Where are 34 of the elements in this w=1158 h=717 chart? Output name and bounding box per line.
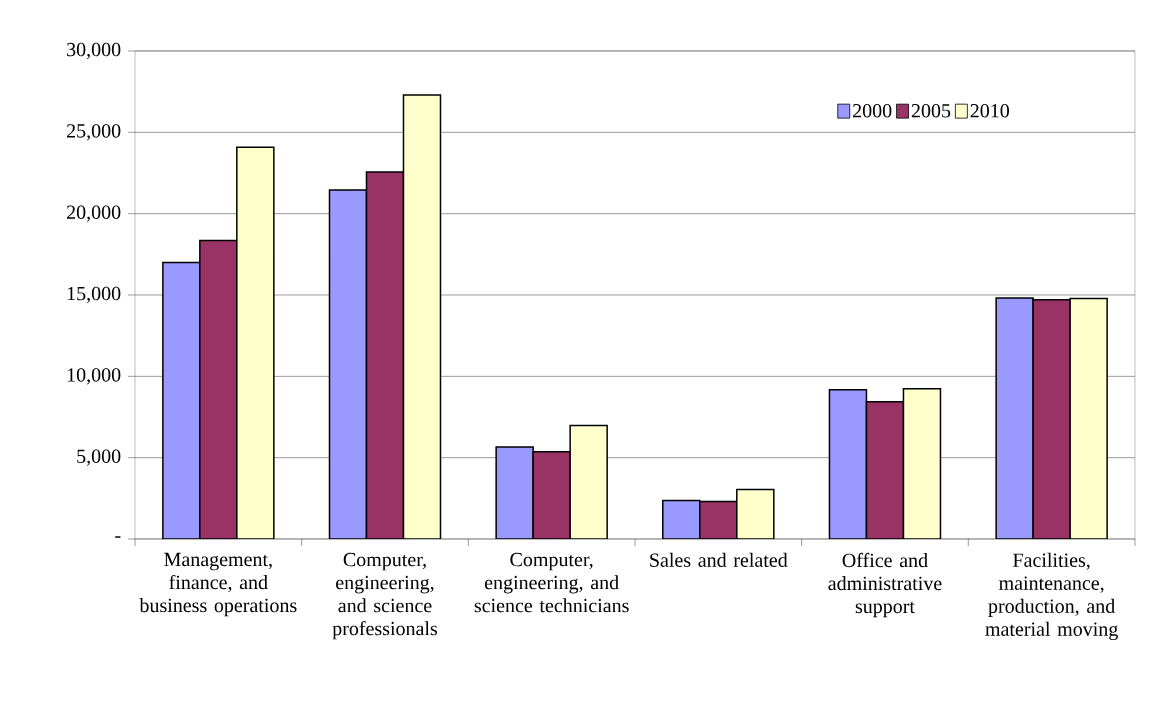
- bar: [662, 499, 701, 539]
- legend-label: 2000: [853, 104, 892, 118]
- legend-label: 2005: [911, 104, 951, 118]
- bar: [236, 147, 274, 539]
- bar: [402, 94, 442, 539]
- y-tick-label: -: [115, 536, 121, 538]
- bar: [162, 262, 200, 539]
- bar: [1032, 299, 1071, 539]
- y-tick-label: 20,000: [67, 205, 121, 222]
- bar: [995, 297, 1034, 539]
- bar: [828, 388, 868, 539]
- bar: [365, 171, 405, 539]
- bar: [569, 424, 608, 539]
- bar: [902, 387, 942, 539]
- bar: [328, 189, 368, 539]
- y-tick-label: 15,000: [67, 286, 121, 304]
- y-tick-label: 25,000: [67, 124, 121, 141]
- legend-label: 2010: [970, 104, 1009, 118]
- x-tick-label: Computer, engineering, and science professionals: [332, 552, 438, 640]
- bar: [865, 400, 905, 539]
- bar: [736, 488, 775, 539]
- y-tick-label: 5,000: [77, 449, 121, 466]
- bar: [699, 500, 738, 539]
- y-tick-label: 10,000: [67, 368, 121, 385]
- bar: [199, 240, 237, 539]
- bar: [495, 446, 534, 539]
- bar: [1069, 297, 1108, 539]
- y-tick-label: 30,000: [67, 42, 121, 60]
- bar: [532, 451, 571, 539]
- x-tick-label: Management, finance, and business operations: [139, 552, 297, 617]
- x-tick-label: Sales and related: [650, 552, 788, 567]
- x-tick-label: Computer, engineering, and science technicians: [474, 552, 629, 613]
- x-tick-label: Facilities, maintenance, production, and material moving: [985, 552, 1118, 641]
- x-tick-label: Office and administrative support: [828, 552, 942, 618]
